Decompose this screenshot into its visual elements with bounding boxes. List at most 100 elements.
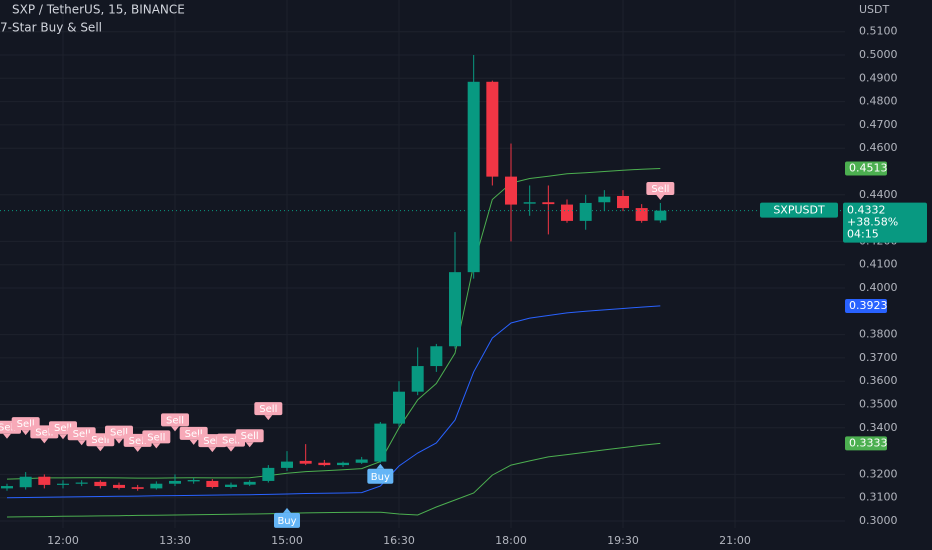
candle-body: [579, 202, 592, 221]
y-tick-label: 0.3200: [859, 467, 898, 480]
sell-signal: [264, 415, 273, 421]
last-price-label: 0.4332: [847, 204, 886, 217]
sell-signal: [656, 194, 665, 200]
x-tick-label: 13:30: [159, 534, 191, 547]
sell-signal: [245, 442, 254, 448]
sell-signal: [189, 439, 198, 445]
sell-signal: [646, 181, 675, 195]
candle-body: [57, 483, 70, 485]
candle-body: [94, 481, 107, 487]
sell-signal: [208, 447, 217, 453]
sell-label: Sell: [17, 419, 35, 430]
last-price-change: +38.58%: [847, 216, 898, 229]
candle-body: [1, 486, 13, 489]
candle-body: [635, 208, 648, 221]
candle-body: [467, 81, 480, 273]
sell-signal: [96, 446, 105, 452]
y-tick-label: 0.4000: [859, 281, 898, 294]
sell-label: Sell: [0, 423, 16, 434]
y-tick-label: 0.3600: [859, 374, 898, 387]
sell-signal: [59, 434, 68, 440]
sell-label: Sell: [222, 436, 240, 447]
sell-label: Sell: [651, 184, 669, 195]
y-tick-label: 0.3400: [859, 421, 898, 434]
buy-signal: [376, 463, 385, 469]
candle-body: [318, 462, 331, 466]
candle-body: [355, 459, 368, 463]
y-tick-label: 0.3700: [859, 351, 898, 364]
buy-label: Buy: [277, 516, 296, 527]
sell-signal: [171, 426, 180, 432]
sell-signal: [235, 429, 264, 443]
y-tick-label: 0.4900: [859, 71, 898, 84]
y-tick-label: 0.4400: [859, 188, 898, 201]
sell-label: Sell: [185, 429, 203, 440]
y-tick-label: 0.3500: [859, 398, 898, 411]
sell-label: Sell: [166, 415, 184, 426]
indicator-name: 7-Star Buy & Sell: [0, 21, 102, 35]
candle-body: [243, 481, 256, 485]
candle-body: [19, 476, 32, 488]
price-badge: [845, 161, 887, 176]
candle-body: [430, 346, 443, 367]
buy-label: Buy: [371, 472, 390, 483]
y-tick-label: 0.4100: [859, 258, 898, 271]
sell-label: Sell: [129, 436, 147, 447]
candle-body: [75, 482, 88, 484]
indicator-line: [6, 305, 661, 499]
candle-body: [523, 202, 536, 204]
candle-body: [150, 483, 163, 489]
sell-signal: [77, 440, 86, 446]
candle-body: [131, 487, 144, 489]
x-tick-label: 15:00: [271, 534, 303, 547]
chart-title: SXP / TetherUS, 15, BINANCE: [12, 3, 185, 17]
sell-signal: [133, 446, 142, 452]
sell-label: Sell: [91, 435, 109, 446]
sell-label: Sell: [110, 428, 128, 439]
sell-signal: [254, 402, 283, 416]
x-tick-label: 12:00: [47, 534, 79, 547]
x-tick-label: 19:30: [607, 534, 639, 547]
last-price-badge: [843, 202, 927, 243]
buy-signal: [283, 507, 292, 513]
sell-signal: [40, 438, 49, 444]
indicator-line: [6, 168, 661, 480]
buy-signal: [367, 468, 394, 484]
candle-body: [169, 480, 182, 484]
sell-label: Sell: [35, 427, 53, 438]
candle-body: [337, 462, 350, 466]
candle-body: [411, 366, 424, 392]
candle-body: [486, 81, 499, 177]
price-badge-label: 0.4513: [849, 161, 888, 174]
candle-body: [38, 476, 51, 485]
sell-signal: [152, 443, 161, 449]
candle-body: [113, 484, 126, 488]
currency: USDT: [859, 3, 890, 16]
y-tick-label: 0.4800: [859, 95, 898, 108]
y-tick-label: 0.3100: [859, 491, 898, 504]
candle-body: [561, 204, 574, 221]
sell-signal: [21, 430, 30, 436]
grid: [0, 0, 845, 528]
price-badge: [845, 298, 887, 313]
price-badge: [845, 436, 887, 451]
candle-body: [374, 423, 387, 462]
y-tick-label: 0.5100: [859, 25, 898, 38]
x-tick-label: 18:00: [495, 534, 527, 547]
candle-body: [262, 467, 275, 481]
sell-signal: [142, 430, 171, 444]
last-price-countdown: 04:15: [847, 228, 879, 241]
sell-label: Sell: [54, 423, 72, 434]
candle-body: [654, 210, 667, 221]
candle-body: [449, 272, 462, 347]
sell-signal: [227, 446, 236, 452]
candle-body: [299, 460, 312, 464]
y-tick-label: 0.3000: [859, 514, 898, 527]
candle-body: [206, 480, 219, 487]
sell-label: Sell: [203, 436, 221, 447]
symbol-label: SXPUSDT: [773, 204, 825, 217]
x-tick-label: 21:00: [719, 534, 751, 547]
candle-body: [598, 196, 611, 203]
sell-signal: [3, 433, 11, 439]
